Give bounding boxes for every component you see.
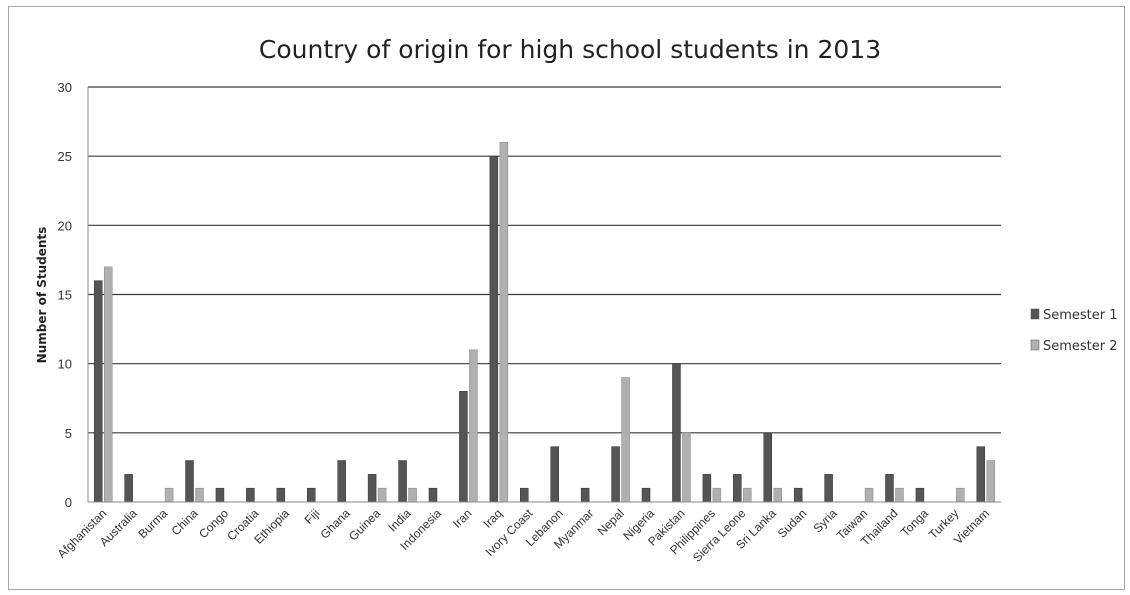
bar-nepal-s2 xyxy=(621,377,630,503)
bar-iraq-s1 xyxy=(489,155,499,503)
x-tick-label: Iraq xyxy=(480,506,505,531)
x-tick-labels: AfghanistanAustraliaBurmaChinaCongoCroat… xyxy=(55,506,992,565)
x-tick-label: Iran xyxy=(450,506,475,531)
bar-myanmar-s1 xyxy=(580,487,590,503)
bar-sierra-leone-s2 xyxy=(743,487,752,503)
bar-india-s1 xyxy=(398,460,407,503)
legend-label: Semester 2 xyxy=(1043,339,1118,354)
x-tick-label: Burma xyxy=(135,506,170,541)
y-tick-label: 30 xyxy=(58,80,72,95)
bars xyxy=(93,142,996,503)
bar-thailand-s2 xyxy=(895,487,904,503)
bar-ivory-coast-s1 xyxy=(520,487,529,503)
bar-nigeria-s1 xyxy=(641,487,651,503)
bar-china-s1 xyxy=(185,460,194,503)
legend-label: Semester 1 xyxy=(1043,308,1118,323)
bar-vietnam-s1 xyxy=(976,446,986,503)
gridlines xyxy=(88,86,1001,434)
bar-syria-s1 xyxy=(824,474,833,503)
bar-sierra-leone-s1 xyxy=(733,474,742,503)
x-tick-label: Fiji xyxy=(302,506,323,527)
legend-swatch xyxy=(1030,308,1040,320)
y-tick-label: 10 xyxy=(58,357,72,372)
y-tick-label: 5 xyxy=(65,426,72,441)
bar-nepal-s1 xyxy=(611,446,620,503)
bar-lebanon-s1 xyxy=(550,446,559,503)
bar-congo-s1 xyxy=(215,487,225,503)
bar-burma-s2 xyxy=(164,487,174,503)
y-tick-label: 0 xyxy=(65,495,72,510)
bar-thailand-s1 xyxy=(885,474,894,503)
x-tick-label: China xyxy=(169,506,201,538)
legend-swatch xyxy=(1030,339,1040,351)
x-tick-label: Tonga xyxy=(898,506,931,539)
bar-indonesia-s1 xyxy=(428,487,438,503)
x-tick-label: Sudan xyxy=(775,506,809,540)
bar-philippines-s2 xyxy=(712,487,722,503)
bar-sudan-s1 xyxy=(793,487,803,503)
bar-china-s2 xyxy=(195,487,204,503)
bar-guinea-s1 xyxy=(367,474,377,503)
bar-guinea-s2 xyxy=(377,487,387,503)
axes xyxy=(87,87,1001,503)
bar-philippines-s1 xyxy=(702,474,712,503)
chart-title: Country of origin for high school studen… xyxy=(259,35,881,64)
bar-pakistan-s1 xyxy=(672,363,681,503)
bar-afghanistan-s2 xyxy=(103,266,113,503)
bar-turkey-s2 xyxy=(956,487,965,503)
y-axis-title: Number of Students xyxy=(35,227,49,364)
bar-vietnam-s2 xyxy=(986,460,996,503)
bar-ghana-s1 xyxy=(337,460,346,503)
legend: Semester 1 Semester 2 xyxy=(1030,308,1118,354)
y-tick-label: 15 xyxy=(58,288,72,303)
bar-australia-s1 xyxy=(124,474,133,503)
bar-iraq-s2 xyxy=(499,142,509,503)
y-tick-label: 25 xyxy=(58,149,72,164)
x-tick-label: Guinea xyxy=(346,506,383,543)
bar-sri-lanka-s1 xyxy=(763,432,772,503)
bar-sri-lanka-s2 xyxy=(773,487,782,503)
bar-pakistan-s2 xyxy=(682,432,691,503)
chart-frame xyxy=(8,6,1125,590)
bar-taiwan-s2 xyxy=(864,487,874,503)
bar-iran-s2 xyxy=(469,349,478,503)
bar-iran-s1 xyxy=(459,391,468,503)
bar-ethiopia-s1 xyxy=(276,487,286,503)
y-tick-labels: 0 5 10 15 20 25 30 xyxy=(58,80,72,510)
bar-india-s2 xyxy=(408,487,417,503)
bar-afghanistan-s1 xyxy=(93,280,103,503)
bar-fiji-s1 xyxy=(307,487,316,503)
bar-croatia-s1 xyxy=(246,487,255,503)
bar-tonga-s1 xyxy=(915,487,925,503)
y-tick-label: 20 xyxy=(58,218,72,233)
